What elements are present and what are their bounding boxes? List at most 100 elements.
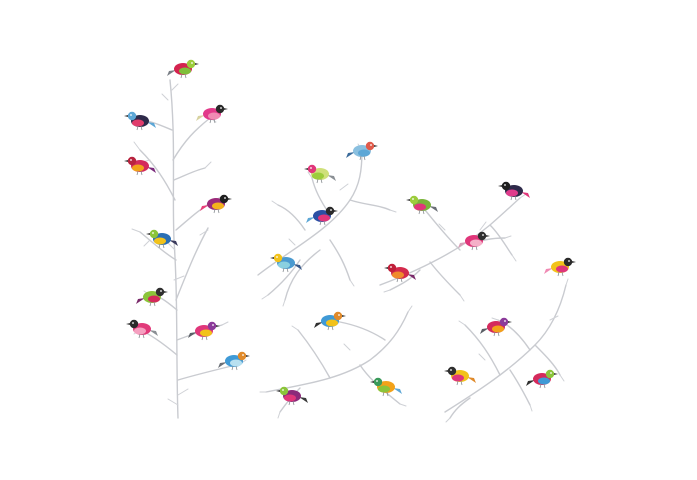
bird-18 [458,231,490,251]
bird-eye [390,266,392,268]
bird-6 [146,229,178,249]
bird-beak [246,355,250,357]
bird-1 [167,59,199,79]
bird-head [501,181,511,191]
bird-head [273,253,283,263]
bird-head [373,377,383,387]
bird-belly [414,203,426,211]
bird-eye [191,62,193,64]
bird-belly [278,261,290,269]
bird-eye [482,234,484,236]
bird-3 [124,111,156,131]
bird-beak [498,185,502,187]
bird-layer [124,59,576,406]
bird-eye [242,354,244,356]
bird-tail [218,362,227,368]
bird-belly [556,265,568,273]
bird-22 [276,386,308,406]
bird-tail [188,332,197,338]
bird-belly [452,374,464,382]
branch-left-tall [131,79,247,419]
bird-16 [406,195,438,215]
bird-tail [299,397,308,403]
bird-belly [506,189,518,197]
bird-beak [228,198,232,200]
bird-belly [378,385,390,393]
bird-beak [146,233,150,235]
bird-eye [132,322,134,324]
bird-eye [370,144,372,146]
bird-beak [554,373,558,375]
bird-tail [467,377,476,383]
bird-belly [179,67,191,75]
bird-beak [124,160,128,162]
bird-beak [224,108,228,110]
bird-tail [393,388,402,394]
bird-head [215,104,225,114]
bird-belly [538,377,550,385]
bird-eye [224,197,226,199]
bird-belly [208,112,220,120]
bird-eye [450,369,452,371]
bird-tail [327,175,336,181]
bird-legs [149,301,156,307]
bird-24 [444,366,476,386]
bird-eye [412,198,414,200]
bird-legs [539,383,546,389]
bird-head [127,111,137,121]
bird-head [307,164,317,174]
bird-legs [396,277,403,283]
bird-legs [327,325,334,331]
bird-legs [180,73,187,79]
bird-head [207,321,217,331]
bird-eye [550,372,552,374]
bird-belly [132,164,144,172]
bird-head [155,287,165,297]
bird-tail [544,268,553,274]
bird-belly [148,295,160,303]
bird-legs [557,271,564,277]
bird-beak [384,267,388,269]
bird-tail [167,70,176,76]
bird-belly [132,119,144,127]
bird-19 [544,257,576,277]
bird-head [237,351,247,361]
bird-beak [444,370,448,372]
bird-belly [200,329,212,337]
bird-head [563,257,573,267]
bird-legs [209,118,216,124]
bird-eye [276,256,278,258]
bird-legs [282,267,289,273]
bird-head [333,311,343,321]
bird-23 [370,377,402,397]
bird-legs [136,170,143,176]
bird-8 [126,319,158,339]
bird-belly [212,202,224,210]
bird-beak [304,168,308,170]
bird-belly [392,271,404,279]
bird-belly [492,325,504,333]
bird-beak [486,235,490,237]
bird-beak [195,63,199,65]
bird-legs [456,380,463,386]
bird-beak [342,315,346,317]
bird-13 [306,206,338,226]
bird-15 [384,263,416,283]
bird-tail [147,122,156,128]
bird-legs [231,365,238,371]
bird-belly [284,394,296,402]
bird-eye [504,320,506,322]
branch-middle-upper [257,143,397,307]
bird-head [149,229,159,239]
bird-legs [418,209,425,215]
bird-head [387,263,397,273]
bird-9 [188,321,220,341]
bird-belly [358,149,370,157]
bird-legs [510,195,517,201]
bird-eye [504,184,506,186]
bird-12 [346,141,378,161]
bird-head [477,231,487,241]
bird-11 [304,164,336,184]
